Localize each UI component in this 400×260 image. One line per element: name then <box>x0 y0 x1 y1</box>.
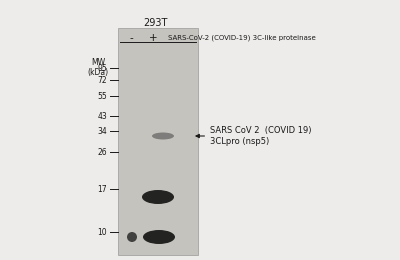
Text: 17: 17 <box>97 185 107 193</box>
Text: SARS-CoV-2 (COVID-19) 3C-like proteinase: SARS-CoV-2 (COVID-19) 3C-like proteinase <box>168 35 316 41</box>
Text: 72: 72 <box>97 75 107 84</box>
Text: SARS CoV 2  (COVID 19)
3CLpro (nsp5): SARS CoV 2 (COVID 19) 3CLpro (nsp5) <box>196 126 312 146</box>
Text: 293T: 293T <box>143 18 167 28</box>
Bar <box>118 28 198 255</box>
Ellipse shape <box>143 230 175 244</box>
Ellipse shape <box>142 190 174 204</box>
Ellipse shape <box>152 133 174 140</box>
Text: +: + <box>149 33 157 43</box>
Ellipse shape <box>127 232 137 242</box>
Text: 95: 95 <box>97 63 107 73</box>
Text: 55: 55 <box>97 92 107 101</box>
Text: -: - <box>129 33 133 43</box>
Text: 43: 43 <box>97 112 107 120</box>
Text: 26: 26 <box>97 147 107 157</box>
Text: 34: 34 <box>97 127 107 135</box>
Text: 10: 10 <box>97 228 107 237</box>
Text: MW
(kDa): MW (kDa) <box>88 58 108 77</box>
